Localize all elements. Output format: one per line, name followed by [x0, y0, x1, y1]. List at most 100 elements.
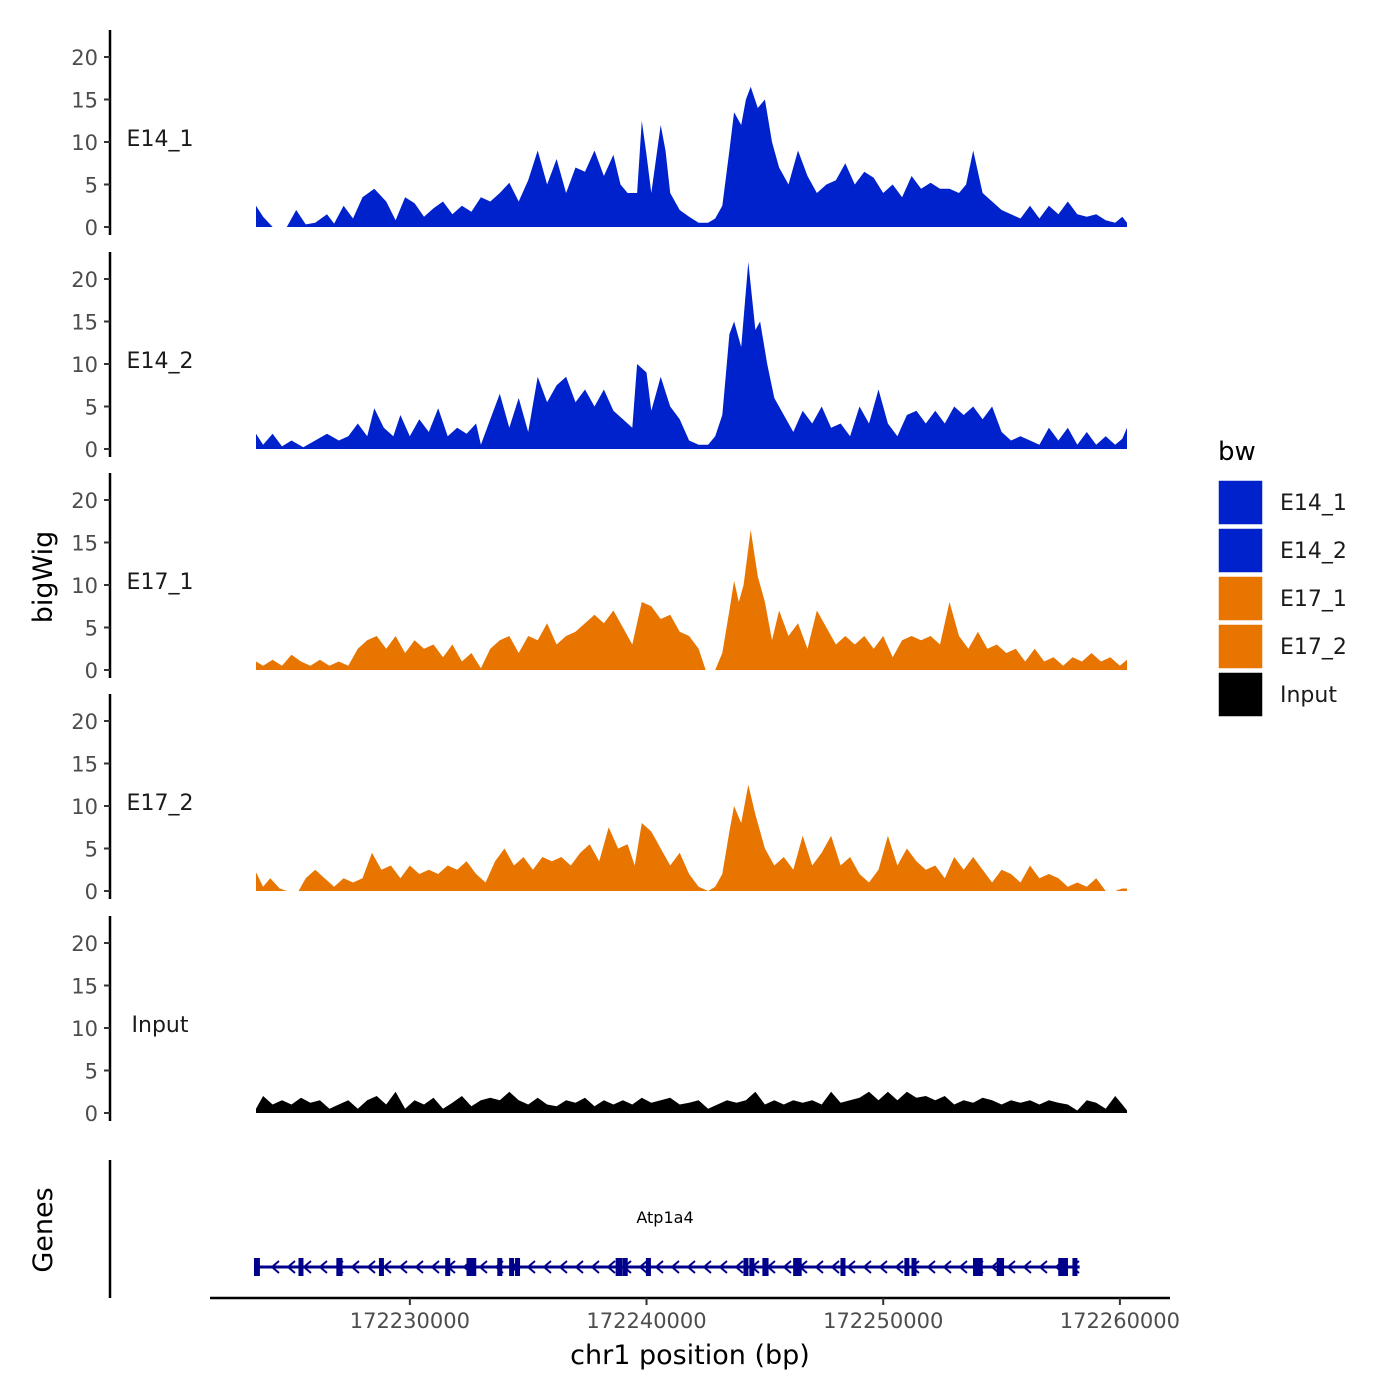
- genes-track: Atp1a4: [108, 1160, 1080, 1298]
- strand-arrow: [654, 1260, 664, 1274]
- exon-mark: [749, 1258, 755, 1276]
- strand-arrow: [590, 1260, 600, 1274]
- strand-arrow: [862, 1260, 872, 1274]
- exon-mark: [973, 1258, 979, 1276]
- y-tick-label: 5: [85, 174, 98, 198]
- y-tick-label: 0: [85, 216, 98, 240]
- strand-arrow: [990, 1260, 1000, 1274]
- y-tick-label: 15: [71, 753, 98, 777]
- y-tick-label: 20: [71, 46, 98, 70]
- strand-arrow: [814, 1260, 824, 1274]
- strand-arrow: [718, 1260, 728, 1274]
- strand-arrow: [286, 1260, 296, 1274]
- strand-arrow: [830, 1260, 840, 1274]
- legend-swatch-Input: [1217, 671, 1264, 718]
- exon-mark: [904, 1258, 910, 1276]
- track-label: Input: [132, 1013, 189, 1038]
- x-axis-title: chr1 position (bp): [570, 1340, 810, 1371]
- y-tick-label: 15: [71, 975, 98, 999]
- coverage-area-E17_2: [256, 784, 1127, 891]
- track-panel-Input: 0 5 10 15 20 Input: [71, 916, 1127, 1126]
- legend-swatch-E17_2: [1217, 623, 1264, 670]
- exon-mark: [471, 1258, 477, 1276]
- y-tick-label: 5: [85, 396, 98, 420]
- exon-mark: [622, 1258, 628, 1276]
- legend: bw E14_1 E14_2 E17_1 E17_2 Input: [1217, 437, 1347, 718]
- coverage-area-E17_1: [256, 529, 1127, 670]
- exon-mark: [840, 1258, 846, 1276]
- strand-arrow: [542, 1260, 552, 1274]
- legend-label: Input: [1280, 683, 1337, 708]
- x-tick-label: 172260000: [1060, 1309, 1180, 1333]
- strand-arrow: [1006, 1260, 1016, 1274]
- exon-mark: [763, 1258, 769, 1276]
- y-tick-label: 15: [71, 532, 98, 556]
- legend-swatch-E14_1: [1217, 479, 1264, 526]
- exon-mark: [1062, 1258, 1068, 1276]
- strand-arrow: [414, 1260, 424, 1274]
- exon-mark: [509, 1258, 515, 1276]
- legend-label: E17_1: [1280, 587, 1347, 612]
- exon-mark: [793, 1258, 799, 1276]
- y-tick-label: 10: [71, 131, 98, 155]
- exon-mark: [515, 1258, 521, 1276]
- track-label: E14_1: [127, 127, 194, 152]
- track-panel-E17_2: 0 5 10 15 20 E17_2: [71, 694, 1127, 904]
- y-tick-label: 10: [71, 574, 98, 598]
- exon-mark: [378, 1258, 384, 1276]
- exon-mark: [445, 1258, 451, 1276]
- legend-swatch-E17_1: [1217, 575, 1264, 622]
- exon-mark: [977, 1258, 983, 1276]
- exon-mark: [796, 1258, 802, 1276]
- strand-arrow: [398, 1260, 408, 1274]
- strand-arrow: [526, 1260, 536, 1274]
- strand-arrow: [318, 1260, 328, 1274]
- exon-mark: [298, 1258, 304, 1276]
- strand-arrow: [782, 1260, 792, 1274]
- strand-arrow: [734, 1260, 744, 1274]
- coverage-area-E14_1: [256, 86, 1127, 227]
- strand-arrow: [270, 1260, 280, 1274]
- y-tick-label: 20: [71, 932, 98, 956]
- strand-arrow: [670, 1260, 680, 1274]
- x-axis: 172230000 172240000 172250000 172260000: [210, 1296, 1180, 1333]
- y-tick-label: 5: [85, 1060, 98, 1084]
- strand-arrow: [846, 1260, 856, 1274]
- exon-mark: [254, 1258, 260, 1276]
- strand-arrow: [942, 1260, 952, 1274]
- exon-mark: [645, 1258, 651, 1276]
- y-tick-label: 10: [71, 353, 98, 377]
- y-axis-title: bigWig: [28, 531, 59, 624]
- strand-arrow: [350, 1260, 360, 1274]
- exon-mark: [497, 1258, 503, 1276]
- y-tick-label: 20: [71, 489, 98, 513]
- y-tick-label: 20: [71, 710, 98, 734]
- strand-arrow: [430, 1260, 440, 1274]
- strand-arrow: [366, 1260, 376, 1274]
- strand-arrow: [478, 1260, 488, 1274]
- strand-arrow: [702, 1260, 712, 1274]
- gene-name-label: Atp1a4: [636, 1208, 693, 1227]
- strand-arrow: [302, 1260, 312, 1274]
- x-tick-label: 172250000: [823, 1309, 943, 1333]
- track-label: E14_2: [127, 349, 194, 374]
- x-tick-label: 172240000: [586, 1309, 706, 1333]
- strand-arrow: [606, 1260, 616, 1274]
- coverage-area-Input: [256, 1091, 1127, 1113]
- exon-mark: [1058, 1258, 1064, 1276]
- track-panel-E17_1: 0 5 10 15 20 E17_1: [71, 473, 1127, 683]
- strand-arrow: [894, 1260, 904, 1274]
- track-panel-E14_2: 0 5 10 15 20 E14_2: [71, 252, 1127, 462]
- y-tick-label: 5: [85, 838, 98, 862]
- y-tick-label: 0: [85, 438, 98, 462]
- exon-mark: [337, 1258, 343, 1276]
- exon-mark: [743, 1258, 749, 1276]
- legend-label: E14_2: [1280, 539, 1347, 564]
- legend-swatch-E14_2: [1217, 527, 1264, 574]
- y-tick-label: 15: [71, 89, 98, 113]
- track-label: E17_1: [127, 570, 194, 595]
- y-tick-label: 0: [85, 1102, 98, 1126]
- strand-arrow: [1038, 1260, 1048, 1274]
- coverage-area-E14_2: [256, 262, 1127, 449]
- y-tick-label: 0: [85, 659, 98, 683]
